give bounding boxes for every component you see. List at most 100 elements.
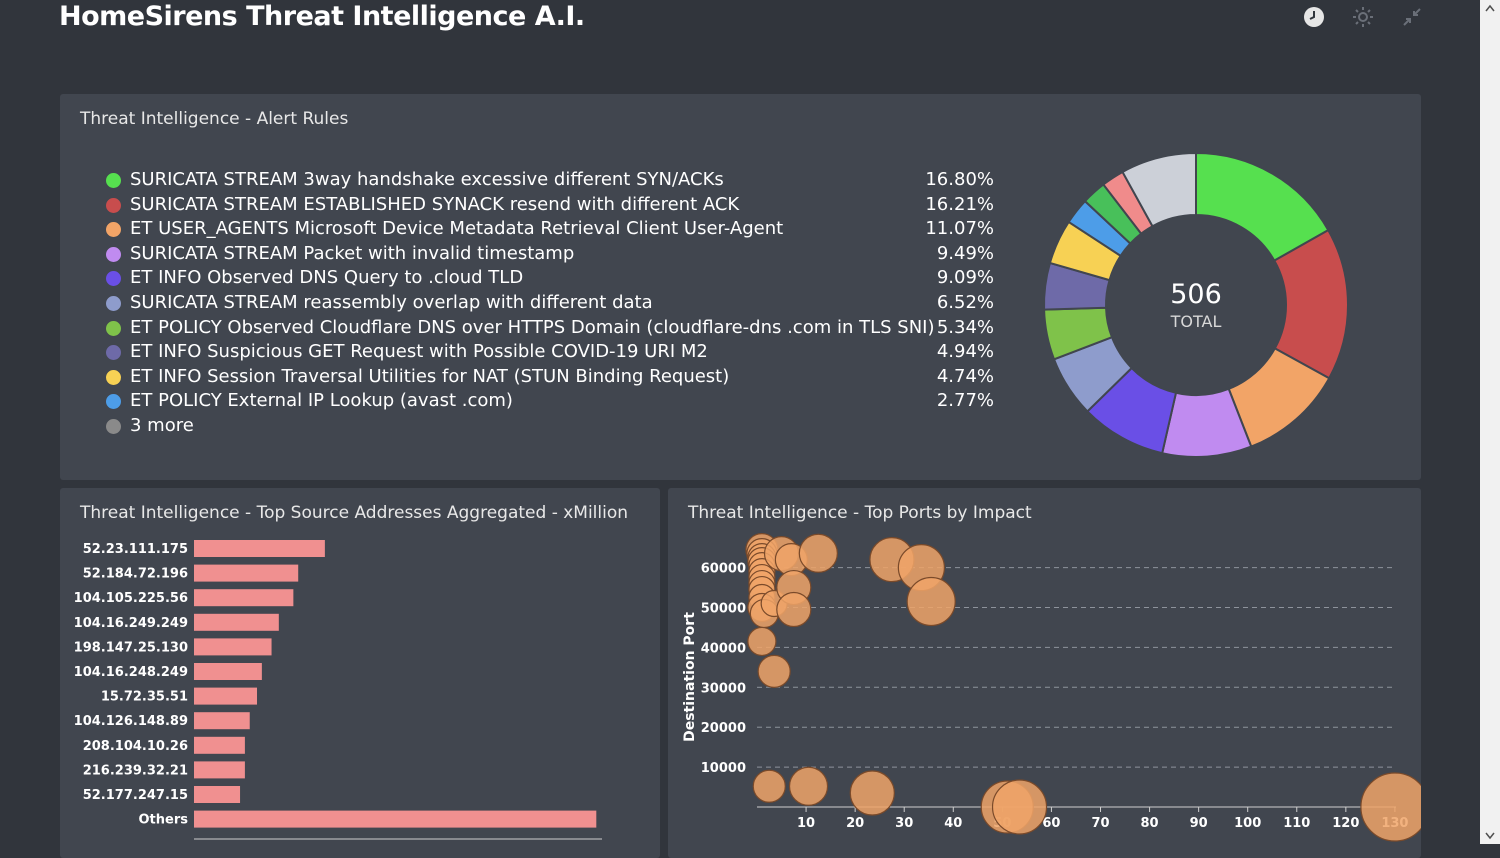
bar-category-label: 216.239.32.21: [83, 763, 188, 778]
bubble-point[interactable]: [752, 769, 786, 803]
scroll-down-icon[interactable]: [1480, 827, 1500, 844]
legend-item[interactable]: SURICATA STREAM Packet with invalid time…: [104, 242, 994, 267]
legend-percentage: 4.74%: [936, 365, 994, 387]
bar-category-label: 15.72.35.51: [101, 690, 188, 705]
bar-category-label: 52.184.72.196: [83, 567, 188, 582]
legend-label: SURICATA STREAM 3way handshake excessive…: [130, 169, 724, 190]
donut-slice[interactable]: [1121, 151, 1197, 228]
legend-color-dot: [106, 271, 121, 287]
bar-category-label: 104.105.225.56: [74, 591, 188, 606]
legend-item[interactable]: ET USER_AGENTS Microsoft Device Metadata…: [104, 217, 994, 242]
bubble-point[interactable]: [757, 654, 791, 688]
legend-item[interactable]: SURICATA STREAM ESTABLISHED SYNACK resen…: [104, 193, 994, 218]
legend-percentage: 11.07%: [925, 218, 994, 240]
legend-color-dot: [106, 418, 121, 434]
panel-title: Threat Intelligence - Top Ports by Impac…: [688, 503, 1032, 523]
legend-color-dot: [106, 345, 121, 361]
legend-label: ET INFO Suspicious GET Request with Poss…: [130, 341, 708, 363]
legend-item[interactable]: SURICATA STREAM 3way handshake excessive…: [104, 168, 994, 193]
header-toolbar: [1300, 6, 1430, 30]
legend-percentage: 9.49%: [936, 242, 994, 264]
collapse-icon[interactable]: [1401, 6, 1423, 28]
legend-percentage: 2.77%: [936, 390, 994, 412]
alert-rules-panel: Threat Intelligence - Alert Rules SURICA…: [60, 94, 1421, 480]
legend-label: SURICATA STREAM ESTABLISHED SYNACK resen…: [130, 193, 740, 215]
bar[interactable]: [194, 786, 241, 803]
bar-category-label: 104.16.249.249: [74, 616, 188, 631]
bar[interactable]: [194, 638, 272, 656]
bar[interactable]: [194, 761, 245, 779]
scrollbar-thumb[interactable]: [1483, 17, 1497, 827]
legend-item[interactable]: 3 more: [104, 414, 994, 439]
y-tick-label: 10000: [701, 761, 746, 776]
legend-label: ET INFO Observed DNS Query to .cloud TLD: [130, 267, 524, 289]
legend-item[interactable]: ET INFO Observed DNS Query to .cloud TLD…: [104, 266, 994, 291]
bar[interactable]: [194, 613, 279, 631]
legend-percentage: 4.94%: [936, 341, 994, 363]
top-ports-bubble-chart: Destination Port 10000 20000 30000 40000 5000…: [682, 533, 1421, 842]
legend-percentage: 5.34%: [936, 316, 994, 338]
page-scrollbar[interactable]: [1480, 0, 1500, 844]
bubble-point[interactable]: [991, 779, 1048, 835]
legend-label: SURICATA STREAM Packet with invalid time…: [130, 242, 575, 264]
source-addresses-panel: Threat Intelligence - Top Source Address…: [60, 488, 660, 858]
donut-total-value: 506: [1170, 279, 1222, 310]
legend-color-dot: [106, 222, 121, 238]
legend-item[interactable]: SURICATA STREAM reassembly overlap with …: [104, 291, 994, 316]
legend-label: 3 more: [130, 414, 194, 436]
bubble-point[interactable]: [776, 591, 812, 628]
top-ports-panel: Threat Intelligence - Top Ports by Impac…: [668, 488, 1421, 858]
legend-percentage: 9.09%: [936, 267, 994, 289]
y-tick-label: 60000: [701, 562, 746, 577]
bar-category-label: 198.147.25.130: [74, 640, 188, 655]
bubble-point[interactable]: [747, 626, 777, 657]
bar-category-label: 52.177.247.15: [83, 788, 188, 803]
bar-category-label: 104.126.148.89: [74, 714, 188, 729]
bubble-point[interactable]: [798, 533, 838, 573]
bar[interactable]: [194, 589, 294, 607]
bar[interactable]: [194, 540, 325, 557]
legend-percentage: 16.21%: [925, 193, 994, 215]
bubble-point[interactable]: [906, 576, 956, 627]
bar-category-label: 208.104.10.26: [83, 739, 188, 754]
bar[interactable]: [194, 810, 597, 828]
y-tick-label: 50000: [701, 602, 746, 617]
legend-color-dot: [106, 246, 121, 262]
y-tick-label: 20000: [701, 721, 746, 736]
bar[interactable]: [194, 564, 299, 582]
legend-item[interactable]: ET POLICY External IP Lookup (avast .com…: [104, 389, 994, 414]
legend-item[interactable]: ET INFO Suspicious GET Request with Poss…: [104, 340, 994, 365]
y-tick-label: 30000: [701, 681, 746, 696]
bar[interactable]: [194, 687, 258, 705]
x-tick-label: 40: [944, 816, 962, 831]
bar[interactable]: [194, 663, 262, 680]
legend-label: ET USER_AGENTS Microsoft Device Metadata…: [130, 218, 784, 240]
source-addresses-bar-chart: 52.23.111.175 52.184.72.196 104.105.225.56…: [74, 540, 602, 840]
y-tick-label: 40000: [701, 641, 746, 656]
x-tick-label: 110: [1283, 816, 1310, 831]
legend-item[interactable]: ET INFO Session Traversal Utilities for …: [104, 365, 994, 390]
panel-title: Threat Intelligence - Alert Rules: [80, 109, 349, 129]
alert-rules-legend: SURICATA STREAM 3way handshake excessive…: [104, 168, 994, 439]
legend-label: ET POLICY Observed Cloudflare DNS over H…: [130, 316, 935, 338]
sun-icon[interactable]: [1352, 6, 1374, 28]
bar[interactable]: [194, 736, 245, 754]
panel-title: Threat Intelligence - Top Source Address…: [80, 503, 629, 523]
y-axis-label: Destination Port: [682, 612, 698, 742]
legend-color-dot: [106, 197, 121, 213]
bar[interactable]: [194, 712, 250, 730]
x-tick-label: 60: [1042, 816, 1060, 831]
bubble-point[interactable]: [849, 770, 895, 816]
legend-color-dot: [106, 295, 121, 311]
legend-color-dot: [106, 320, 121, 336]
x-tick-label: 90: [1190, 816, 1208, 831]
legend-color-dot: [106, 369, 121, 385]
legend-color-dot: [106, 173, 121, 188]
legend-label: SURICATA STREAM reassembly overlap with …: [130, 291, 653, 313]
bar-category-label: 104.16.248.249: [74, 665, 188, 680]
clock-icon[interactable]: [1303, 6, 1325, 28]
scroll-up-icon[interactable]: [1480, 0, 1500, 17]
legend-item[interactable]: ET POLICY Observed Cloudflare DNS over H…: [104, 316, 994, 341]
bubble-point[interactable]: [1360, 772, 1421, 842]
bubble-point[interactable]: [788, 766, 829, 806]
